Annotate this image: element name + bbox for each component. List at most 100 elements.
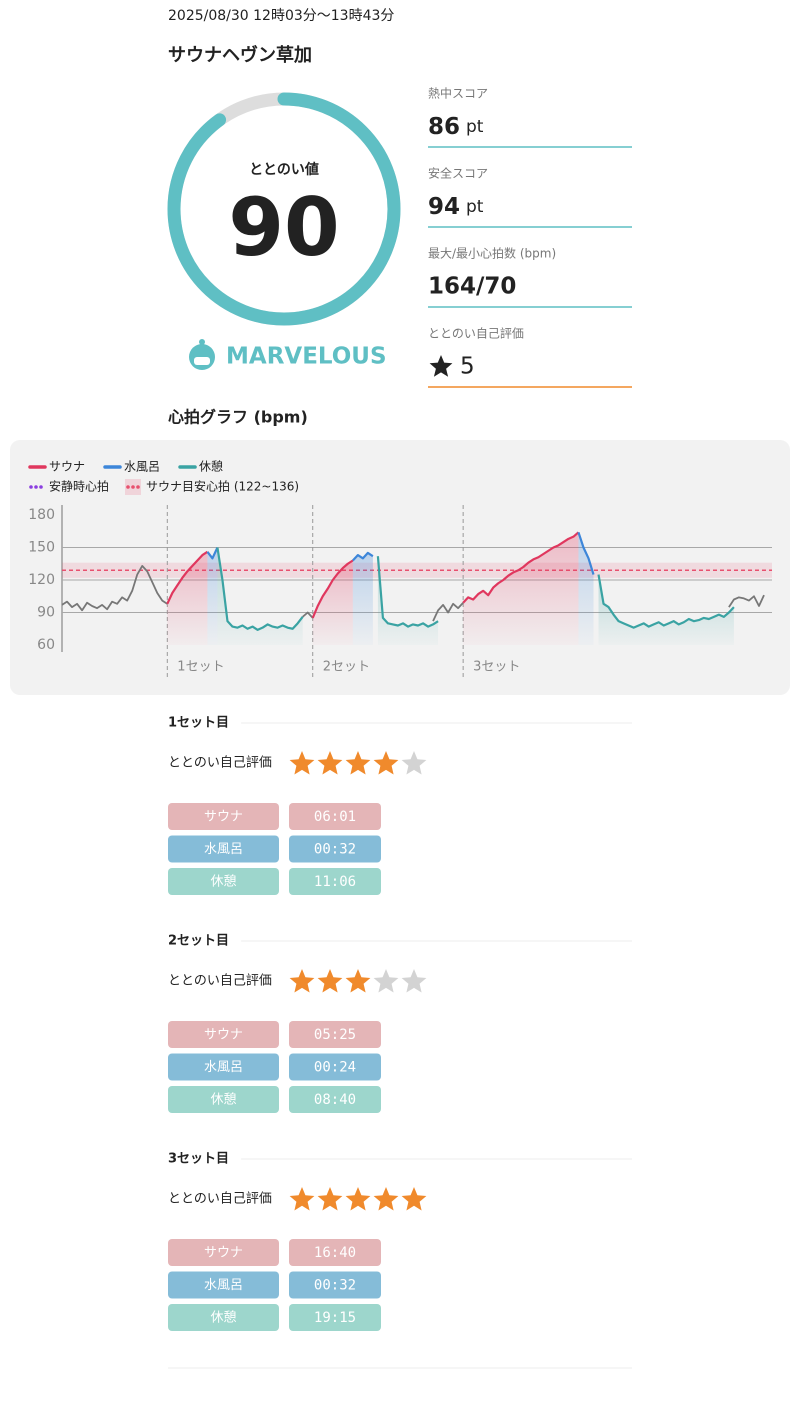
set-marker-label: 2セット [323, 660, 370, 675]
stat-value: 94 pt [428, 194, 484, 220]
stat-label: 安全スコア [428, 166, 488, 181]
phase-label: 水風呂 [204, 842, 243, 857]
phase-time: 08:40 [314, 1092, 356, 1108]
phase-time: 00:32 [314, 842, 356, 858]
score-label: ととのい値 [249, 161, 319, 178]
phase-time: 19:15 [314, 1310, 356, 1326]
phase-time: 16:40 [314, 1245, 356, 1261]
set-title: 2セット目 [168, 934, 229, 949]
rating-star [345, 1187, 371, 1211]
rating-star [289, 969, 315, 993]
set-marker-label: 3セット [473, 660, 520, 675]
area [217, 547, 303, 645]
phase-label: 休憩 [210, 874, 236, 890]
rating-star [373, 969, 399, 993]
session-date: 2025/08/30 12時03分〜13時43分 [168, 8, 394, 24]
chart-title: 心拍グラフ (bpm) [168, 408, 308, 427]
phase-label: 水風呂 [204, 1060, 243, 1075]
rating-label: ととのい自己評価 [168, 1192, 272, 1207]
stat-unit: pt [466, 117, 484, 137]
legend-swatch [39, 485, 43, 489]
phase-time-box [289, 1086, 381, 1113]
area [578, 532, 594, 645]
y-tick-label: 120 [28, 572, 55, 588]
phase-label-box [168, 1239, 279, 1266]
stat-label: 最大/最小心拍数 (bpm) [428, 246, 556, 261]
rating-star [373, 1187, 399, 1211]
phase-time-box [289, 803, 381, 830]
area [352, 552, 373, 645]
phase-label: 水風呂 [204, 1278, 243, 1293]
phase-time-box [289, 835, 381, 863]
heart-rate-line [216, 547, 735, 631]
phase-label: サウナ [204, 810, 243, 825]
y-tick-label: 180 [28, 507, 55, 523]
score-value: 90 [228, 181, 339, 274]
rating-star [289, 751, 315, 775]
legend-swatch [126, 485, 130, 489]
stat-unit: pt [466, 197, 484, 217]
rating-star [401, 969, 427, 993]
rating-star [317, 969, 343, 993]
heart-rate-line [166, 531, 580, 619]
legend-label: 休憩 [199, 459, 223, 474]
rating-star [289, 1187, 315, 1211]
legend-swatch [136, 485, 140, 489]
stat-label: 熱中スコア [428, 86, 488, 101]
phase-label-box [168, 1304, 279, 1331]
phase-time: 06:01 [314, 809, 356, 825]
rating-star [345, 969, 371, 993]
stat-value: 5 [460, 354, 475, 380]
area [207, 547, 218, 645]
rating-star [317, 751, 343, 775]
phase-time-box [289, 1053, 381, 1081]
rating-label: ととのい自己評価 [168, 974, 272, 989]
legend-swatch [131, 485, 135, 489]
area [463, 532, 579, 645]
set-title: 3セット目 [168, 1152, 229, 1167]
rating-star [317, 1187, 343, 1211]
heart-rate-line [206, 531, 595, 575]
heart-rate-line [61, 565, 765, 622]
rank-label: MARVELOUS [226, 344, 387, 370]
stat-number: 94 [428, 194, 460, 220]
phase-label-box [168, 1271, 279, 1299]
phase-time-box [289, 1271, 381, 1299]
phase-time: 00:24 [314, 1060, 356, 1076]
gauge-arc [167, 92, 401, 326]
phase-time: 05:25 [314, 1027, 356, 1043]
rank-icon [189, 339, 215, 370]
rating-label: ととのい自己評価 [168, 756, 272, 771]
area [312, 560, 353, 645]
phase-label: サウナ [204, 1246, 243, 1261]
stat-value: 86 pt [428, 114, 484, 140]
y-tick-label: 150 [28, 540, 55, 556]
phase-label: サウナ [204, 1028, 243, 1043]
phase-label: 休憩 [210, 1092, 236, 1108]
phase-label-box [168, 1053, 279, 1081]
phase-time: 00:32 [314, 1278, 356, 1294]
phase-label-box [168, 803, 279, 830]
phase-label-box [168, 1086, 279, 1113]
set-marker-label: 1セット [177, 660, 224, 675]
set-title: 1セット目 [168, 716, 229, 731]
rating-star [401, 751, 427, 775]
star-icon [429, 355, 453, 377]
rating-star [401, 1187, 427, 1211]
phase-label-box [168, 1021, 279, 1048]
phase-time: 11:06 [314, 874, 356, 890]
phase-time-box [289, 1304, 381, 1331]
rating-star [345, 751, 371, 775]
phase-time-box [289, 1021, 381, 1048]
phase-time-box [289, 1239, 381, 1266]
stat-value: 164/70 [428, 274, 516, 300]
facility-name: サウナヘヴン草加 [168, 44, 312, 66]
phase-label: 休憩 [210, 1310, 236, 1326]
legend-swatch [34, 485, 38, 489]
y-tick-label: 90 [37, 605, 55, 621]
legend-label: 安静時心拍 [49, 479, 109, 494]
legend-label: サウナ [49, 460, 85, 474]
stat-label: ととのい自己評価 [428, 326, 524, 341]
